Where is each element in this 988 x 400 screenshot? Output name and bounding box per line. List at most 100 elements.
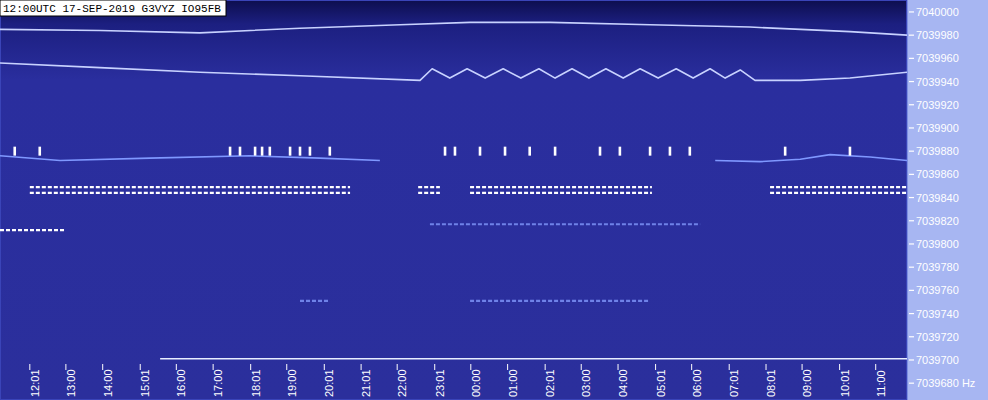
x-tick — [839, 364, 840, 370]
x-tick — [655, 364, 656, 370]
x-tick — [213, 364, 214, 370]
x-tick — [29, 364, 30, 370]
y-tick-label: 7039960 — [916, 52, 959, 64]
signal-blip — [299, 147, 302, 156]
x-tick-label: 08:01 — [765, 369, 777, 397]
y-tick — [909, 81, 914, 82]
signal-blip — [229, 147, 232, 156]
signal-blip — [254, 147, 257, 156]
x-tick-label: 03:00 — [580, 369, 592, 397]
x-tick — [691, 364, 692, 370]
signal-blip — [38, 147, 41, 156]
x-tick-label: 07:01 — [728, 369, 740, 397]
y-tick — [909, 290, 914, 291]
signal-blip — [528, 147, 531, 156]
signal-trace — [30, 186, 907, 188]
x-tick-label: 22:00 — [396, 369, 408, 397]
x-tick — [545, 364, 546, 370]
x-tick — [581, 364, 582, 370]
y-tick — [909, 220, 914, 221]
signal-trace — [160, 358, 907, 360]
y-tick — [909, 11, 914, 12]
x-tick-label: 21:01 — [360, 369, 372, 397]
y-tick-label: 7039900 — [916, 122, 959, 134]
x-tick — [250, 364, 251, 370]
x-tick — [397, 364, 398, 370]
y-tick — [909, 127, 914, 128]
series-group — [0, 22, 907, 358]
y-axis-line — [907, 0, 908, 400]
x-tick — [324, 364, 325, 370]
y-tick-label: 7039860 — [916, 168, 959, 180]
signal-trace — [0, 155, 907, 162]
x-tick — [507, 364, 508, 370]
y-tick — [909, 58, 914, 59]
signal-blip — [649, 147, 652, 156]
y-tick-label: 7039920 — [916, 99, 959, 111]
x-tick — [140, 364, 141, 370]
signal-blip — [454, 147, 457, 156]
x-tick — [286, 364, 287, 370]
x-tick-label: 13:00 — [65, 369, 77, 397]
y-tick-label: 7040000 — [916, 6, 959, 18]
x-tick — [470, 364, 471, 370]
y-tick-label: 7039680 Hz — [916, 377, 975, 389]
x-tick-label: 14:00 — [102, 369, 114, 397]
x-tick — [729, 364, 730, 370]
x-tick-label: 00:00 — [470, 369, 482, 397]
signal-blip — [669, 147, 672, 156]
x-tick-label: 16:00 — [175, 369, 187, 397]
chart: 7039680 Hz703970070397207039740703976070… — [0, 0, 988, 400]
signal-blip — [849, 147, 852, 156]
y-tick — [909, 243, 914, 244]
y-tick — [909, 174, 914, 175]
signal-trace — [0, 229, 65, 231]
signal-trace — [0, 63, 907, 80]
y-tick-label: 7039700 — [916, 354, 959, 366]
x-tick — [176, 364, 177, 370]
y-tick — [909, 336, 914, 337]
signal-blip — [239, 147, 242, 156]
signal-blip — [261, 147, 264, 156]
x-tick — [618, 364, 619, 370]
x-tick — [361, 364, 362, 370]
y-tick-label: 7039740 — [916, 308, 959, 320]
y-tick-label: 7039840 — [916, 192, 959, 204]
x-tick-label: 01:00 — [507, 369, 519, 397]
signal-blip — [444, 147, 447, 156]
x-tick-label: 05:01 — [655, 369, 667, 397]
signal-blip — [479, 147, 482, 156]
x-tick — [766, 364, 767, 370]
signal-blip — [289, 147, 292, 156]
x-tick — [434, 364, 435, 370]
signal-blip — [784, 147, 787, 156]
x-tick-label: 10:01 — [839, 369, 851, 397]
y-tick — [909, 35, 914, 36]
x-tick-label: 20:01 — [323, 369, 335, 397]
x-tick — [802, 364, 803, 370]
signal-blip — [309, 147, 312, 156]
y-tick-label: 7039820 — [916, 215, 959, 227]
x-tick-label: 09:00 — [801, 369, 813, 397]
x-tick-label: 15:01 — [139, 369, 151, 397]
signal-blip — [504, 147, 507, 156]
y-tick — [909, 104, 914, 105]
signal-blip — [554, 147, 557, 156]
signal-blip — [13, 147, 16, 156]
y-tick-label: 7039880 — [916, 145, 959, 157]
signal-trace — [30, 192, 907, 194]
x-tick — [875, 364, 876, 370]
plot-frame — [1, 1, 907, 400]
y-tick — [909, 267, 914, 268]
signal-blip — [619, 147, 622, 156]
x-tick-label: 02:01 — [544, 369, 556, 397]
y-tick-label: 7039940 — [916, 76, 959, 88]
x-tick-label: 19:00 — [286, 369, 298, 397]
x-tick — [65, 364, 66, 370]
y-tick-label: 7039720 — [916, 331, 959, 343]
plot-background — [0, 0, 907, 400]
x-tick-label: 06:00 — [691, 369, 703, 397]
x-tick-label: 12:01 — [29, 369, 41, 397]
title: 12:00UTC 17-SEP-2019 G3VYZ IO95FB — [3, 3, 221, 15]
y-tick — [909, 151, 914, 152]
